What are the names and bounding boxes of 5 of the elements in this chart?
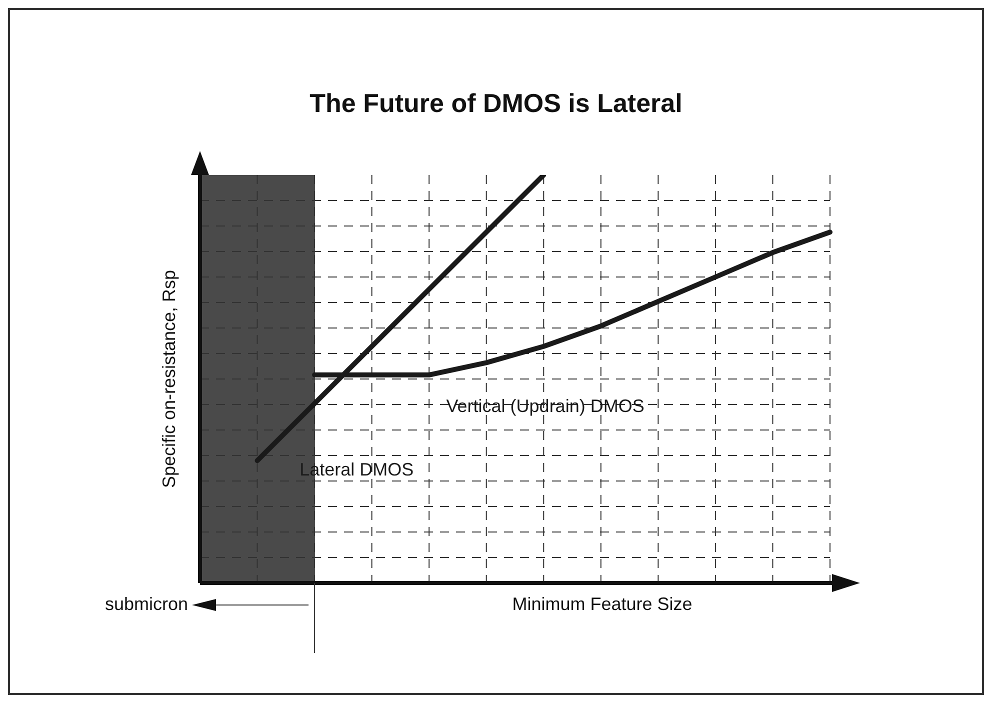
text: submicron [104, 594, 188, 614]
x-axis-title: Minimum Feature Size [512, 594, 692, 614]
y-axis-title: Specific on-resistance, Rsp [158, 270, 179, 488]
series-label: Vertical (Updrain) DMOS [446, 396, 644, 416]
chart-title: The Future of DMOS is Lateral [310, 88, 682, 118]
